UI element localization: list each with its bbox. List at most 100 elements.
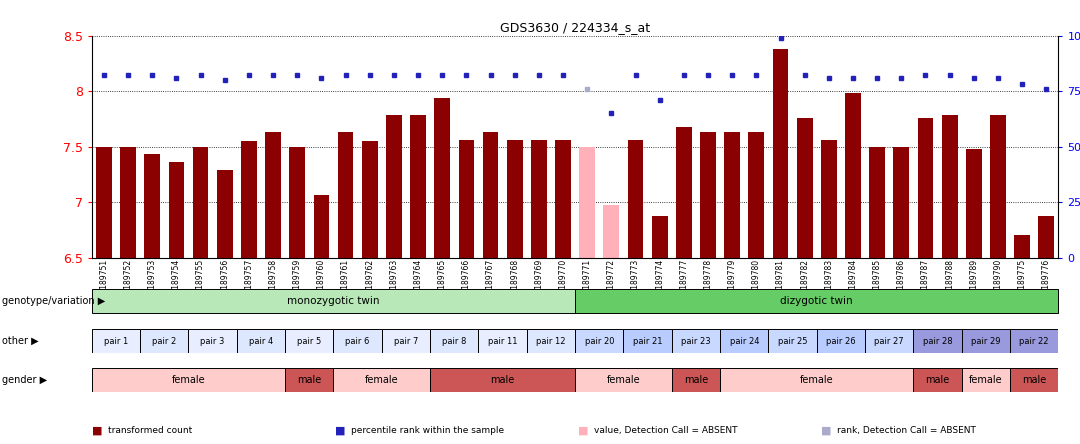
- Text: pair 26: pair 26: [826, 337, 855, 346]
- Bar: [769, 329, 816, 353]
- Text: pair 12: pair 12: [536, 337, 566, 346]
- Bar: [604, 206, 619, 258]
- Bar: [92, 289, 576, 313]
- Text: pair 23: pair 23: [681, 337, 711, 346]
- Bar: [140, 329, 189, 353]
- Bar: [725, 132, 740, 258]
- Text: pair 29: pair 29: [971, 337, 1001, 346]
- Text: female: female: [800, 375, 834, 385]
- Text: male: male: [490, 375, 515, 385]
- Text: pair 25: pair 25: [778, 337, 808, 346]
- Text: other ▶: other ▶: [2, 336, 39, 346]
- Text: pair 11: pair 11: [488, 337, 517, 346]
- Bar: [92, 329, 140, 353]
- Bar: [966, 149, 982, 258]
- Bar: [289, 147, 305, 258]
- Text: ■: ■: [92, 426, 103, 436]
- Bar: [386, 115, 402, 258]
- Bar: [1014, 235, 1030, 258]
- Bar: [92, 368, 285, 392]
- Text: pair 8: pair 8: [442, 337, 467, 346]
- Text: pair 3: pair 3: [201, 337, 225, 346]
- Text: transformed count: transformed count: [108, 426, 192, 435]
- Bar: [627, 140, 644, 258]
- Bar: [334, 368, 430, 392]
- Bar: [241, 141, 257, 258]
- Text: pair 21: pair 21: [633, 337, 662, 346]
- Text: male: male: [297, 375, 322, 385]
- Text: pair 1: pair 1: [104, 337, 129, 346]
- Text: pair 2: pair 2: [152, 337, 176, 346]
- Bar: [527, 329, 576, 353]
- Bar: [914, 329, 962, 353]
- Text: percentile rank within the sample: percentile rank within the sample: [351, 426, 504, 435]
- Bar: [700, 132, 716, 258]
- Text: female: female: [969, 375, 1002, 385]
- Text: pair 24: pair 24: [729, 337, 759, 346]
- Text: male: male: [1022, 375, 1047, 385]
- Bar: [869, 147, 885, 258]
- Bar: [1010, 329, 1058, 353]
- Bar: [382, 329, 430, 353]
- Bar: [720, 329, 769, 353]
- Bar: [266, 132, 281, 258]
- Text: female: female: [607, 375, 640, 385]
- Bar: [555, 140, 571, 258]
- Bar: [96, 147, 111, 258]
- Bar: [865, 329, 914, 353]
- Bar: [821, 140, 837, 258]
- Bar: [942, 115, 958, 258]
- Bar: [797, 118, 812, 258]
- Bar: [748, 132, 765, 258]
- Text: pair 22: pair 22: [1020, 337, 1049, 346]
- Bar: [720, 368, 914, 392]
- Bar: [430, 329, 478, 353]
- Title: GDS3630 / 224334_s_at: GDS3630 / 224334_s_at: [500, 21, 650, 34]
- Text: gender ▶: gender ▶: [2, 375, 48, 385]
- Text: pair 5: pair 5: [297, 337, 322, 346]
- Bar: [576, 368, 672, 392]
- Text: ■: ■: [335, 426, 346, 436]
- Bar: [918, 118, 933, 258]
- Bar: [846, 93, 861, 258]
- Bar: [313, 195, 329, 258]
- Bar: [816, 329, 865, 353]
- Bar: [478, 329, 527, 353]
- Bar: [237, 329, 285, 353]
- Bar: [145, 155, 160, 258]
- Bar: [217, 170, 232, 258]
- Bar: [338, 132, 353, 258]
- Bar: [362, 141, 378, 258]
- Bar: [410, 115, 426, 258]
- Text: female: female: [365, 375, 399, 385]
- Bar: [434, 98, 450, 258]
- Bar: [990, 115, 1005, 258]
- Bar: [120, 147, 136, 258]
- Bar: [334, 329, 382, 353]
- Text: rank, Detection Call = ABSENT: rank, Detection Call = ABSENT: [837, 426, 976, 435]
- Bar: [189, 329, 237, 353]
- Bar: [962, 329, 1010, 353]
- Bar: [623, 329, 672, 353]
- Bar: [672, 368, 720, 392]
- Bar: [576, 329, 623, 353]
- Bar: [483, 132, 498, 258]
- Bar: [531, 140, 546, 258]
- Text: dizygotic twin: dizygotic twin: [781, 296, 853, 306]
- Bar: [676, 127, 691, 258]
- Bar: [576, 289, 1058, 313]
- Text: pair 4: pair 4: [248, 337, 273, 346]
- Text: male: male: [926, 375, 949, 385]
- Bar: [430, 368, 576, 392]
- Bar: [192, 147, 208, 258]
- Text: female: female: [172, 375, 205, 385]
- Text: genotype/variation ▶: genotype/variation ▶: [2, 296, 106, 306]
- Text: male: male: [684, 375, 708, 385]
- Text: value, Detection Call = ABSENT: value, Detection Call = ABSENT: [594, 426, 738, 435]
- Text: pair 27: pair 27: [875, 337, 904, 346]
- Bar: [652, 217, 667, 258]
- Text: pair 20: pair 20: [584, 337, 615, 346]
- Text: pair 7: pair 7: [394, 337, 418, 346]
- Bar: [772, 49, 788, 258]
- Bar: [168, 162, 185, 258]
